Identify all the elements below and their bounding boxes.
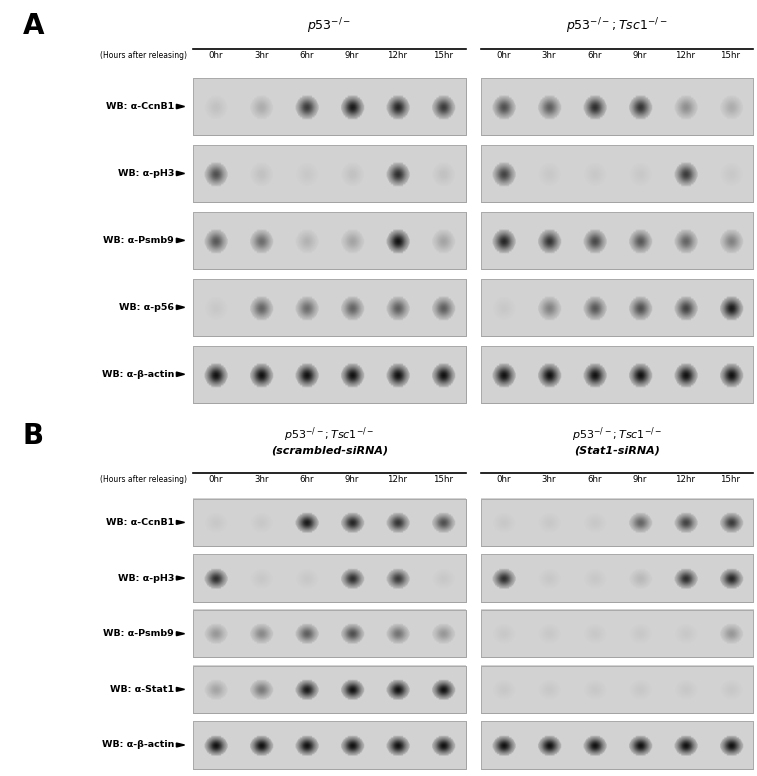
Bar [481, 145, 753, 202]
Text: 3hr: 3hr [541, 475, 556, 484]
Text: 9hr: 9hr [345, 51, 359, 61]
Bar [193, 610, 466, 657]
Text: (Stat1-siRNA): (Stat1-siRNA) [574, 446, 660, 456]
Bar [481, 666, 753, 713]
Polygon shape [176, 576, 185, 580]
Text: 9hr: 9hr [633, 475, 646, 484]
Bar [193, 722, 466, 768]
Text: WB: α-β-actin: WB: α-β-actin [101, 740, 174, 750]
Bar [481, 610, 753, 657]
Text: 15hr: 15hr [721, 475, 740, 484]
Text: WB: α-pH3: WB: α-pH3 [118, 573, 174, 583]
Text: $p53^{-/-}$: $p53^{-/-}$ [307, 16, 351, 36]
Text: WB: α-CcnB1: WB: α-CcnB1 [106, 518, 174, 527]
Text: 3hr: 3hr [254, 51, 269, 61]
Text: 3hr: 3hr [254, 475, 269, 484]
Bar [481, 78, 753, 135]
Bar [193, 212, 466, 268]
Bar [481, 346, 753, 403]
Text: 3hr: 3hr [541, 51, 556, 61]
Text: 15hr: 15hr [433, 51, 453, 61]
Polygon shape [176, 104, 185, 109]
Text: (Hours after releasing): (Hours after releasing) [100, 51, 187, 61]
Bar [481, 666, 753, 713]
Text: B: B [23, 422, 44, 450]
Polygon shape [176, 632, 185, 636]
Text: WB: α-p56: WB: α-p56 [119, 303, 174, 312]
Text: 12hr: 12hr [675, 51, 695, 61]
Polygon shape [176, 305, 185, 310]
Bar [193, 279, 466, 336]
Text: 0hr: 0hr [208, 475, 223, 484]
Text: 9hr: 9hr [345, 475, 359, 484]
Bar [481, 555, 753, 601]
Polygon shape [176, 521, 185, 525]
Text: $p53^{-/-};Tsc1^{-/-}$: $p53^{-/-};Tsc1^{-/-}$ [566, 16, 668, 36]
Bar [193, 555, 466, 601]
Bar [481, 279, 753, 336]
Bar [481, 722, 753, 768]
Bar [193, 666, 466, 713]
Bar [481, 555, 753, 601]
Text: $p53^{-/-};Tsc1^{-/-}$: $p53^{-/-};Tsc1^{-/-}$ [572, 426, 662, 445]
Bar [481, 499, 753, 546]
Text: 6hr: 6hr [299, 475, 314, 484]
Text: WB: α-Stat1: WB: α-Stat1 [110, 685, 174, 694]
Text: 12hr: 12hr [388, 475, 407, 484]
Bar [481, 279, 753, 336]
Text: WB: α-pH3: WB: α-pH3 [118, 169, 174, 178]
Text: WB: α-Psmb9: WB: α-Psmb9 [104, 629, 174, 638]
Text: 0hr: 0hr [208, 51, 223, 61]
Bar [481, 212, 753, 268]
Bar [481, 145, 753, 202]
Bar [193, 346, 466, 403]
Bar [193, 279, 466, 336]
Bar [193, 346, 466, 403]
Polygon shape [176, 171, 185, 175]
Text: WB: α-CcnB1: WB: α-CcnB1 [106, 102, 174, 111]
Text: WB: α-β-actin: WB: α-β-actin [101, 370, 174, 379]
Bar [193, 145, 466, 202]
Bar [193, 722, 466, 768]
Polygon shape [176, 238, 185, 243]
Text: 0hr: 0hr [496, 475, 511, 484]
Bar [193, 610, 466, 657]
Text: WB: α-Psmb9: WB: α-Psmb9 [104, 236, 174, 245]
Bar [193, 555, 466, 601]
Text: $p53^{-/-};Tsc1^{-/-}$: $p53^{-/-};Tsc1^{-/-}$ [284, 426, 375, 445]
Text: (scrambled-siRNA): (scrambled-siRNA) [271, 446, 388, 456]
Text: 15hr: 15hr [721, 51, 740, 61]
Text: 15hr: 15hr [433, 475, 453, 484]
Bar [193, 666, 466, 713]
Bar [481, 499, 753, 546]
Text: 6hr: 6hr [299, 51, 314, 61]
Text: A: A [23, 12, 44, 40]
Bar [481, 78, 753, 135]
Text: 9hr: 9hr [633, 51, 646, 61]
Bar [193, 499, 466, 546]
Text: 12hr: 12hr [675, 475, 695, 484]
Text: 0hr: 0hr [496, 51, 511, 61]
Bar [193, 78, 466, 135]
Polygon shape [176, 743, 185, 747]
Text: (Hours after releasing): (Hours after releasing) [100, 475, 187, 484]
Bar [193, 499, 466, 546]
Bar [193, 212, 466, 268]
Bar [193, 145, 466, 202]
Polygon shape [176, 688, 185, 691]
Bar [481, 212, 753, 268]
Text: 6hr: 6hr [587, 51, 602, 61]
Bar [481, 610, 753, 657]
Text: 6hr: 6hr [587, 475, 602, 484]
Bar [481, 722, 753, 768]
Text: 12hr: 12hr [388, 51, 407, 61]
Bar [193, 78, 466, 135]
Polygon shape [176, 372, 185, 376]
Bar [481, 346, 753, 403]
